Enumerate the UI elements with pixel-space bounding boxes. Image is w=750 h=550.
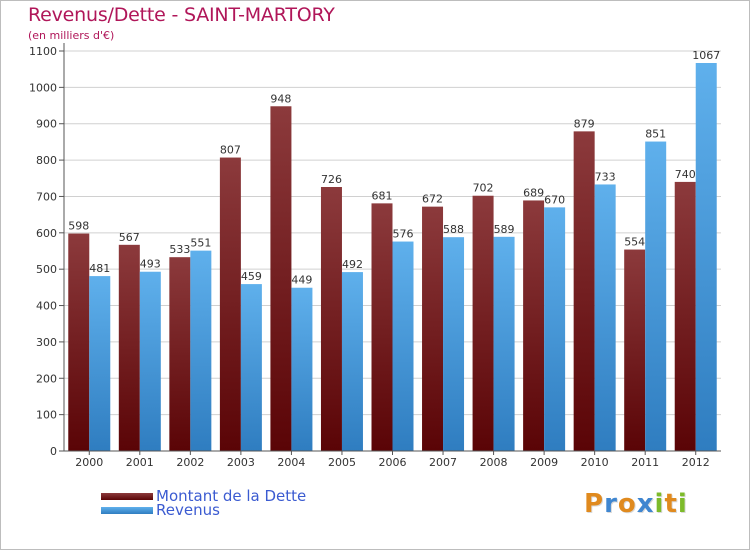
value-label-revenus: 551 [190, 237, 211, 250]
value-label-revenus: 588 [443, 223, 464, 236]
bar-revenus [443, 237, 465, 451]
value-label-dette: 740 [675, 168, 696, 181]
bar-revenus [392, 241, 414, 451]
value-label-dette: 533 [169, 243, 190, 256]
value-label-revenus: 1067 [692, 49, 720, 62]
bar-revenus [139, 271, 161, 451]
logo-letter: i [654, 489, 665, 519]
bar-revenus [645, 141, 667, 451]
bar-revenus [89, 276, 111, 451]
bar-revenus [544, 207, 566, 451]
x-tick-label: 2010 [581, 456, 609, 469]
logo-letter: r [604, 489, 618, 519]
proxiti-logo: Proxiti [584, 489, 688, 519]
bar-revenus [493, 236, 515, 451]
value-label-revenus: 589 [494, 223, 515, 236]
x-tick-label: 2009 [530, 456, 558, 469]
bar-dette [270, 106, 292, 451]
y-tick-label: 1000 [29, 81, 57, 94]
value-label-dette: 672 [422, 193, 443, 206]
value-label-revenus: 449 [291, 274, 312, 287]
y-tick-label: 1100 [29, 45, 57, 58]
y-tick-label: 400 [36, 300, 57, 313]
x-tick-label: 2005 [328, 456, 356, 469]
x-tick-label: 2004 [277, 456, 305, 469]
bar-dette [523, 200, 545, 451]
x-tick-label: 2012 [682, 456, 710, 469]
y-tick-label: 600 [36, 227, 57, 240]
chart-subtitle: (en milliers d'€) [28, 29, 115, 42]
bar-revenus [695, 63, 717, 451]
x-tick-label: 2006 [379, 456, 407, 469]
y-tick-label: 100 [36, 409, 57, 422]
legend-label-revenus: Revenus [156, 501, 220, 519]
y-tick-label: 500 [36, 263, 57, 276]
x-tick-label: 2011 [631, 456, 659, 469]
y-tick-label: 300 [36, 336, 57, 349]
bar-revenus [190, 250, 212, 451]
y-tick-label: 800 [36, 154, 57, 167]
value-label-revenus: 851 [645, 128, 666, 141]
x-tick-label: 2008 [480, 456, 508, 469]
value-label-dette: 681 [372, 189, 393, 202]
value-label-dette: 567 [119, 231, 140, 244]
x-tick-label: 2003 [227, 456, 255, 469]
x-tick-label: 2001 [126, 456, 154, 469]
logo-letter: o [617, 489, 637, 519]
bar-dette [422, 206, 444, 451]
value-label-revenus: 493 [140, 258, 161, 271]
bar-dette [219, 157, 241, 451]
value-label-revenus: 576 [393, 228, 414, 241]
bar-revenus [594, 184, 616, 452]
value-label-revenus: 459 [241, 270, 262, 283]
logo-letter: i [677, 489, 688, 519]
y-tick-label: 0 [50, 445, 57, 458]
bar-dette [371, 203, 393, 451]
value-label-dette: 726 [321, 173, 342, 186]
chart-title: Revenus/Dette - SAINT-MARTORY [28, 4, 335, 26]
value-label-dette: 554 [624, 236, 645, 249]
y-tick-label: 200 [36, 372, 57, 385]
value-label-dette: 948 [270, 92, 291, 105]
bar-revenus [291, 287, 313, 451]
y-tick-label: 900 [36, 118, 57, 131]
bar-dette [674, 181, 696, 451]
value-label-dette: 807 [220, 144, 241, 157]
legend-label-dette: Montant de la Dette [156, 487, 307, 505]
x-tick-label: 2002 [176, 456, 204, 469]
x-tick-label: 2000 [75, 456, 103, 469]
legend-swatch-revenus [101, 507, 153, 514]
value-label-revenus: 481 [89, 262, 110, 275]
value-label-revenus: 733 [595, 170, 616, 183]
logo-letter: t [664, 489, 678, 519]
value-label-dette: 598 [68, 220, 89, 233]
bar-revenus [341, 272, 363, 451]
bar-dette [118, 244, 140, 451]
value-label-dette: 689 [523, 186, 544, 199]
value-label-dette: 702 [473, 182, 494, 195]
bar-dette [169, 257, 191, 451]
bar-dette [624, 249, 646, 451]
bar-dette [472, 195, 494, 451]
bar-dette [573, 131, 595, 451]
y-tick-label: 700 [36, 190, 57, 203]
value-label-revenus: 492 [342, 258, 363, 271]
logo-letter: x [636, 489, 655, 519]
value-label-dette: 879 [574, 117, 595, 130]
bar-revenus [240, 284, 262, 451]
bar-dette [320, 187, 342, 451]
x-tick-label: 2007 [429, 456, 457, 469]
bar-dette [68, 233, 90, 451]
legend-swatch-dette [101, 493, 153, 500]
logo-letter: P [584, 489, 605, 519]
value-label-revenus: 670 [544, 193, 565, 206]
